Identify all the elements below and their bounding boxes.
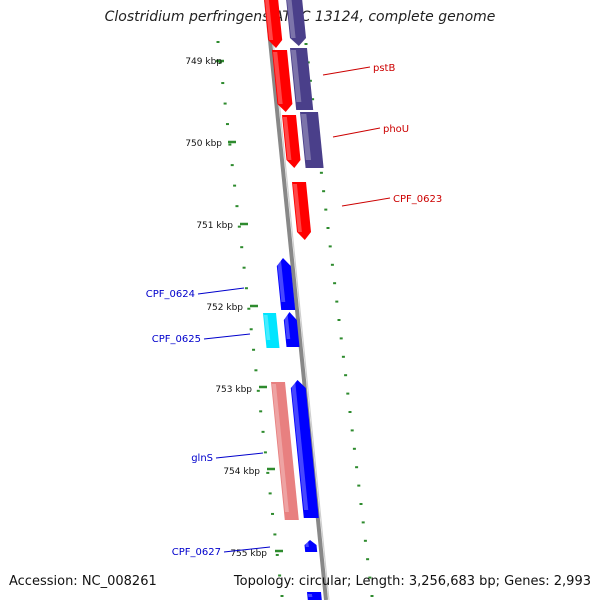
gene-CPF_0623[interactable] xyxy=(292,182,311,240)
track-dot xyxy=(324,208,328,211)
label-leader xyxy=(322,66,371,76)
gene-pstB[interactable] xyxy=(272,50,293,112)
gene-label-phoU[interactable]: phoU xyxy=(383,124,409,135)
track-dot xyxy=(370,595,374,597)
label-leader xyxy=(197,287,245,295)
track-dot xyxy=(363,539,367,542)
track-dot xyxy=(368,576,372,579)
track-dot xyxy=(304,43,308,45)
ruler-label: 752 kbp xyxy=(206,303,243,313)
label-leader xyxy=(223,546,271,553)
label-leader xyxy=(203,333,251,340)
track-dot xyxy=(278,574,282,577)
gene-CPF_0625[interactable] xyxy=(283,312,300,347)
gene-label-CPF_0625[interactable]: CPF_0625 xyxy=(152,334,201,345)
gene-pink[interactable] xyxy=(271,382,299,520)
track-dot xyxy=(333,282,337,285)
gene-label-CPF_0623[interactable]: CPF_0623 xyxy=(393,194,442,205)
track-dot xyxy=(308,79,312,82)
track-dot xyxy=(280,595,284,597)
track-dot xyxy=(237,225,241,228)
gene-red-1[interactable] xyxy=(264,0,283,48)
track-dot xyxy=(361,521,365,524)
track-dot xyxy=(247,307,251,310)
gene-glnS[interactable] xyxy=(290,380,319,518)
gene-CPF_0625-cyan[interactable] xyxy=(263,313,280,348)
track-dot xyxy=(346,392,350,395)
track-dot xyxy=(235,205,239,208)
gene-label-pstB[interactable]: pstB xyxy=(373,63,395,74)
track-dot xyxy=(366,558,370,561)
track-dot xyxy=(357,484,361,487)
ruler-label: 751 kbp xyxy=(196,221,233,231)
track-dot xyxy=(344,374,348,377)
label-leader xyxy=(341,197,391,207)
track-dot xyxy=(359,503,363,505)
inner-dotted-track xyxy=(216,41,284,597)
track-dot xyxy=(273,533,277,536)
track-dot xyxy=(242,266,246,269)
track-dot xyxy=(350,429,354,432)
track-dot xyxy=(252,348,256,351)
track-dot xyxy=(319,171,323,174)
track-dot xyxy=(244,287,248,290)
gene-label-CPF_0627[interactable]: CPF_0627 xyxy=(172,547,221,558)
track-dot xyxy=(249,328,253,331)
gene-navy-1[interactable] xyxy=(286,0,306,46)
label-leader xyxy=(332,127,381,138)
track-dot xyxy=(263,451,267,454)
track-dot xyxy=(337,319,341,321)
track-dot xyxy=(328,245,332,248)
ruler-label: 749 kbp xyxy=(185,57,222,67)
track-dot xyxy=(266,471,270,474)
ruler-label: 754 kbp xyxy=(223,467,260,477)
accession-text: Accession: NC_008261 xyxy=(9,574,157,589)
track-dot xyxy=(254,369,258,372)
track-dot xyxy=(225,123,229,126)
track-dot xyxy=(341,355,345,358)
gene-label-glnS[interactable]: glnS xyxy=(191,453,213,464)
track-dot xyxy=(268,492,272,495)
track-dot xyxy=(271,512,275,515)
track-dot xyxy=(240,246,244,249)
track-dot xyxy=(275,553,279,556)
ruler-label: 755 kbp xyxy=(230,549,267,559)
ruler-label: 753 kbp xyxy=(215,385,252,395)
track-dot xyxy=(322,190,326,193)
gene-CPF_0624[interactable] xyxy=(276,258,296,310)
track-dot xyxy=(221,82,225,85)
track-dot xyxy=(216,41,220,43)
gene-phoU[interactable] xyxy=(282,115,301,168)
track-dot xyxy=(348,411,352,413)
ruler-label: 750 kbp xyxy=(185,139,222,149)
track-dot xyxy=(352,447,356,450)
track-dot xyxy=(355,466,359,469)
gene-bottom[interactable] xyxy=(307,592,322,600)
gene-label-CPF_0624[interactable]: CPF_0624 xyxy=(146,289,195,300)
track-dot xyxy=(326,227,330,229)
track-dot xyxy=(256,389,260,392)
gene-CPF_0627[interactable] xyxy=(304,540,318,552)
track-dot xyxy=(230,164,234,167)
track-dot xyxy=(311,98,315,101)
gene-navy-3[interactable] xyxy=(300,112,324,168)
track-dot xyxy=(339,337,343,340)
track-dot xyxy=(330,263,334,266)
track-dot xyxy=(259,410,263,413)
label-leader xyxy=(215,452,264,459)
track-dot xyxy=(228,143,232,146)
gene-navy-2[interactable] xyxy=(290,48,314,110)
track-dot xyxy=(233,184,237,187)
track-dot xyxy=(223,102,227,105)
track-dot xyxy=(218,61,222,64)
track-dot xyxy=(335,300,339,303)
genome-summary-text: Topology: circular; Length: 3,256,683 bp… xyxy=(233,574,591,589)
track-dot xyxy=(261,430,265,433)
